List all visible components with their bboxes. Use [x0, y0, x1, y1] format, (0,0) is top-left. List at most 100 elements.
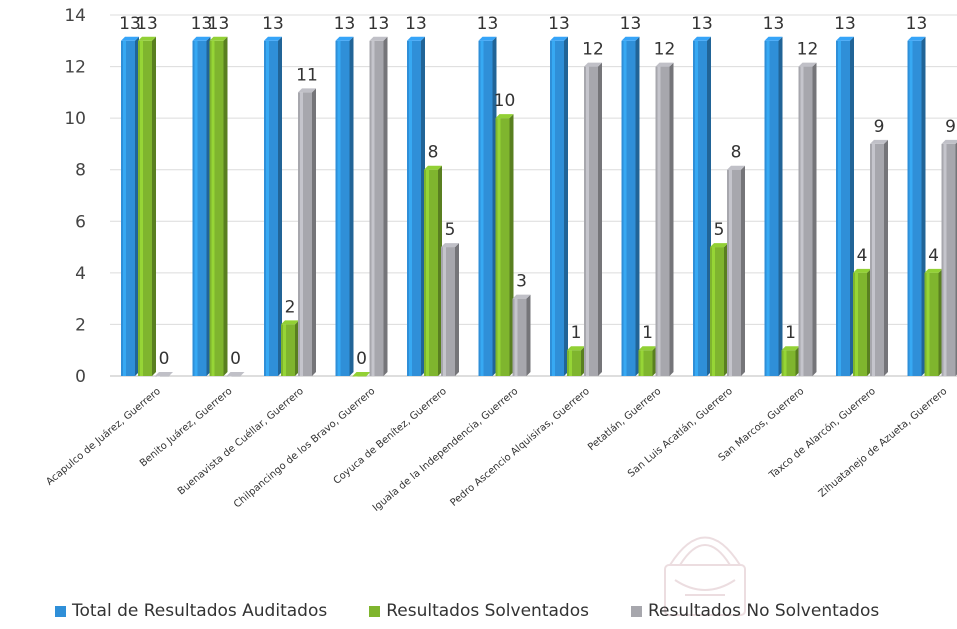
bar-side	[635, 36, 640, 377]
bar-top	[226, 372, 245, 376]
gridlines	[110, 14, 957, 377]
bar	[155, 372, 173, 377]
bar-side	[741, 165, 745, 376]
bar-top	[281, 320, 299, 325]
x-category-label: Petatlán, Guerrero	[586, 385, 664, 453]
bar	[121, 36, 139, 377]
bar-value-label: 8	[428, 143, 439, 163]
bar-top	[693, 36, 711, 41]
bar	[638, 346, 657, 376]
bar-highlight	[443, 247, 446, 376]
bar-top	[352, 372, 371, 376]
bar-highlight	[228, 376, 232, 377]
y-tick-label: 6	[75, 212, 86, 232]
bar	[192, 36, 211, 377]
bar-highlight	[426, 169, 429, 376]
y-tick-label: 0	[75, 367, 86, 387]
bar-value-label: 13	[763, 14, 785, 34]
bar-value-label: 5	[445, 220, 456, 240]
bar-highlight	[586, 66, 589, 377]
bar-value-label: 13	[334, 14, 356, 34]
chart-legend: Total de Resultados Auditados Resultados…	[55, 598, 879, 624]
x-category-label: Pedro Ascencio Alquisiras, Guerrero	[448, 386, 591, 509]
bar-value-label: 13	[548, 14, 570, 34]
bar-top	[512, 294, 531, 299]
x-category-label: Chilpancingo de los Bravo, Guerrero	[232, 386, 377, 511]
bar-side	[564, 36, 568, 377]
bar-highlight	[943, 143, 947, 376]
bar	[226, 372, 245, 377]
bar-top	[710, 243, 728, 248]
bar	[495, 114, 514, 377]
bar	[352, 372, 371, 377]
bar-highlight	[283, 324, 286, 376]
legend-label-total: Total de Resultados Auditados	[72, 601, 328, 621]
bar	[424, 165, 442, 376]
bar	[693, 36, 711, 377]
bar	[781, 346, 800, 376]
bar-value-label: 0	[356, 349, 367, 369]
bar-side	[278, 36, 282, 377]
bar-top	[924, 268, 943, 273]
legend-swatch-no-solventados	[630, 605, 642, 617]
bar-highlight	[266, 40, 269, 377]
bar	[727, 165, 745, 376]
bar-highlight	[569, 350, 572, 376]
x-category-label: Coyuca de Benítez, Guerrero	[331, 385, 449, 487]
y-tick-label: 2	[75, 315, 86, 335]
bar-top	[550, 36, 568, 41]
bar	[853, 268, 871, 376]
bar	[798, 62, 817, 377]
x-category-label: Zihuatanejo de Azueta, Guerrero	[817, 386, 950, 500]
legend-item-no-solventados: Resultados No Solventados	[630, 601, 879, 621]
bar	[264, 36, 282, 377]
bar-top	[727, 165, 745, 170]
bar-top	[584, 62, 602, 67]
bar	[407, 36, 425, 377]
bar-value-label: 13	[906, 14, 928, 34]
bar-highlight	[409, 40, 412, 377]
bar	[550, 36, 568, 377]
x-category-label: Buenavista de Cuéllar, Guerrero	[175, 385, 306, 497]
bar	[710, 243, 728, 376]
y-tick-label: 10	[64, 109, 86, 129]
bar-side	[349, 36, 354, 377]
bar-value-label: 8	[731, 143, 742, 163]
bar-highlight	[354, 376, 358, 377]
bar-value-label: 13	[368, 14, 390, 34]
y-tick-label: 8	[75, 161, 86, 181]
bar-highlight	[695, 40, 698, 377]
bar-highlight	[480, 40, 484, 377]
bar-top	[121, 36, 139, 41]
bar-value-label: 2	[285, 297, 296, 317]
bar-top	[335, 36, 354, 41]
bar	[924, 268, 943, 376]
bar-highlight	[157, 376, 160, 377]
bar-value-label: 1	[642, 323, 653, 343]
bar-highlight	[371, 40, 375, 377]
bar	[655, 62, 674, 377]
legend-item-solventados: Resultados Solventados	[369, 601, 589, 621]
bar-value-label: 13	[191, 14, 213, 34]
bar	[441, 243, 459, 376]
bar	[369, 36, 388, 377]
x-category-label: Iguala de la Independencia, Guerrero	[371, 386, 521, 514]
y-axis: 0 2 4 6 8 10 12 14	[64, 6, 86, 387]
bar-highlight	[497, 118, 501, 377]
bar-top	[209, 36, 228, 41]
bar-value-label: 1	[785, 323, 796, 343]
bar-top	[870, 139, 888, 144]
bar-top	[407, 36, 425, 41]
bar	[584, 62, 602, 377]
bar-value-label: 0	[230, 349, 241, 369]
bar-value-label: 9	[874, 117, 885, 137]
bar-top	[621, 36, 640, 41]
bar	[335, 36, 354, 377]
bar-highlight	[909, 40, 913, 377]
y-tick-label: 14	[64, 6, 86, 26]
bar-value-label: 4	[857, 246, 868, 266]
bar-top	[264, 36, 282, 41]
